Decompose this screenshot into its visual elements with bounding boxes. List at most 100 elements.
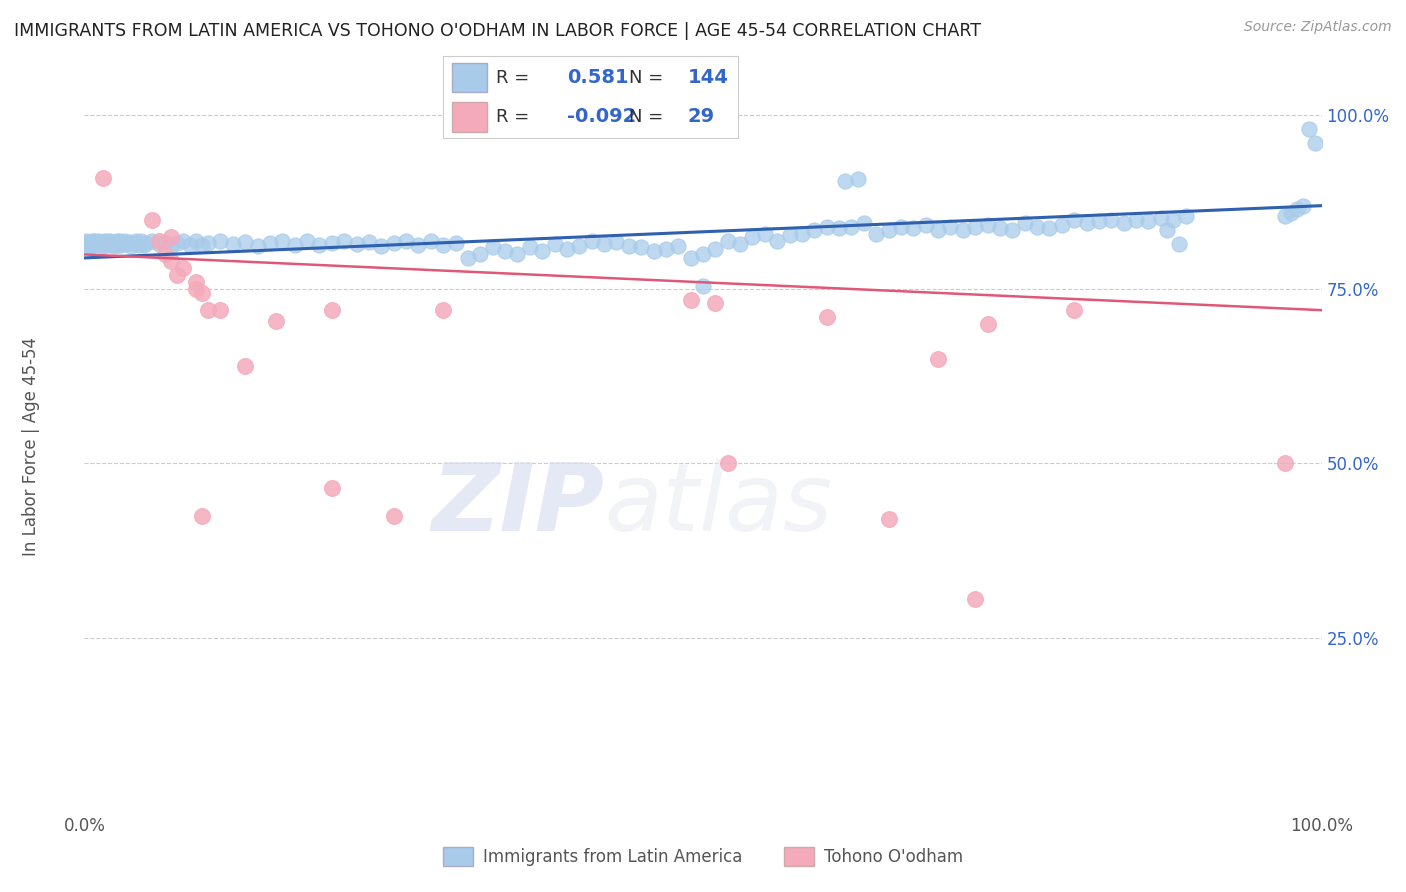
Point xyxy=(519,240,541,254)
Point xyxy=(83,234,105,248)
Point xyxy=(141,212,163,227)
Point xyxy=(704,242,727,256)
Text: atlas: atlas xyxy=(605,459,832,550)
Point xyxy=(679,251,702,265)
Point xyxy=(98,234,121,248)
Point xyxy=(643,244,665,258)
Point xyxy=(209,234,232,248)
Point xyxy=(976,218,998,232)
Point xyxy=(927,351,949,366)
Text: IMMIGRANTS FROM LATIN AMERICA VS TOHONO O'ODHAM IN LABOR FORCE | AGE 45-54 CORRE: IMMIGRANTS FROM LATIN AMERICA VS TOHONO … xyxy=(14,22,981,40)
Point xyxy=(382,236,405,251)
Point xyxy=(321,235,343,250)
Point xyxy=(346,237,368,252)
Point xyxy=(834,174,856,188)
Point xyxy=(120,239,142,253)
Point xyxy=(89,237,111,252)
Point xyxy=(779,227,801,242)
Text: 144: 144 xyxy=(688,68,728,87)
Point xyxy=(222,237,245,252)
Point xyxy=(284,238,307,252)
Text: N =: N = xyxy=(628,69,664,87)
Point xyxy=(79,236,101,251)
Point xyxy=(408,238,430,252)
Point xyxy=(741,230,763,244)
Point xyxy=(1112,216,1135,230)
Point xyxy=(90,239,112,253)
Point xyxy=(1305,136,1327,150)
Point xyxy=(191,285,214,300)
Point xyxy=(295,234,318,248)
Point xyxy=(166,268,188,283)
Point xyxy=(77,235,100,249)
Point xyxy=(108,234,131,248)
Point xyxy=(382,508,405,523)
Point xyxy=(259,236,281,251)
Point xyxy=(506,247,529,261)
Point xyxy=(790,227,813,241)
Point xyxy=(148,237,170,252)
Point xyxy=(976,317,998,331)
Point xyxy=(89,235,111,249)
Point xyxy=(1161,212,1184,227)
Point xyxy=(1026,219,1049,234)
Point xyxy=(1150,211,1173,226)
Point xyxy=(233,359,256,373)
Point xyxy=(1063,303,1085,318)
Text: 29: 29 xyxy=(688,107,716,127)
Point xyxy=(581,234,603,248)
Text: R =: R = xyxy=(496,69,529,87)
Point xyxy=(914,218,936,232)
Point xyxy=(965,219,987,234)
Point xyxy=(605,235,627,249)
Point xyxy=(1285,202,1308,216)
Point xyxy=(1088,214,1111,228)
Text: ZIP: ZIP xyxy=(432,458,605,550)
Point xyxy=(593,237,616,252)
Point xyxy=(1001,223,1024,237)
Point xyxy=(160,254,183,268)
Point xyxy=(568,239,591,253)
Point xyxy=(107,238,129,252)
Point xyxy=(1156,223,1178,237)
Point xyxy=(209,303,232,318)
Point xyxy=(153,247,176,261)
Point xyxy=(766,234,789,248)
Point xyxy=(1076,216,1098,230)
Point xyxy=(555,242,578,256)
Point xyxy=(988,221,1011,235)
Point xyxy=(457,251,479,265)
Point xyxy=(160,230,183,244)
Point xyxy=(101,235,124,249)
Point xyxy=(91,170,114,185)
Point xyxy=(846,172,869,186)
Point xyxy=(125,234,148,248)
Point xyxy=(172,234,194,248)
Point xyxy=(952,223,974,237)
Text: 0.581: 0.581 xyxy=(567,68,628,87)
Point xyxy=(815,310,838,325)
Point xyxy=(191,237,214,252)
Point xyxy=(419,234,441,248)
Point xyxy=(103,239,125,253)
Point xyxy=(717,457,740,471)
Point xyxy=(531,244,554,258)
Point xyxy=(308,237,330,252)
Point xyxy=(179,238,201,252)
Point xyxy=(264,313,287,327)
Point xyxy=(271,234,294,248)
Point xyxy=(321,303,343,318)
Point xyxy=(728,237,751,252)
Point xyxy=(1279,205,1302,219)
Point xyxy=(112,234,135,248)
Point xyxy=(184,234,207,248)
Point xyxy=(87,234,110,248)
Point xyxy=(965,592,987,607)
Point xyxy=(679,293,702,307)
Point xyxy=(877,223,900,237)
Point xyxy=(75,234,97,248)
Text: -0.092: -0.092 xyxy=(567,107,636,127)
Point xyxy=(481,240,503,254)
Point xyxy=(927,223,949,237)
Point xyxy=(197,303,219,318)
